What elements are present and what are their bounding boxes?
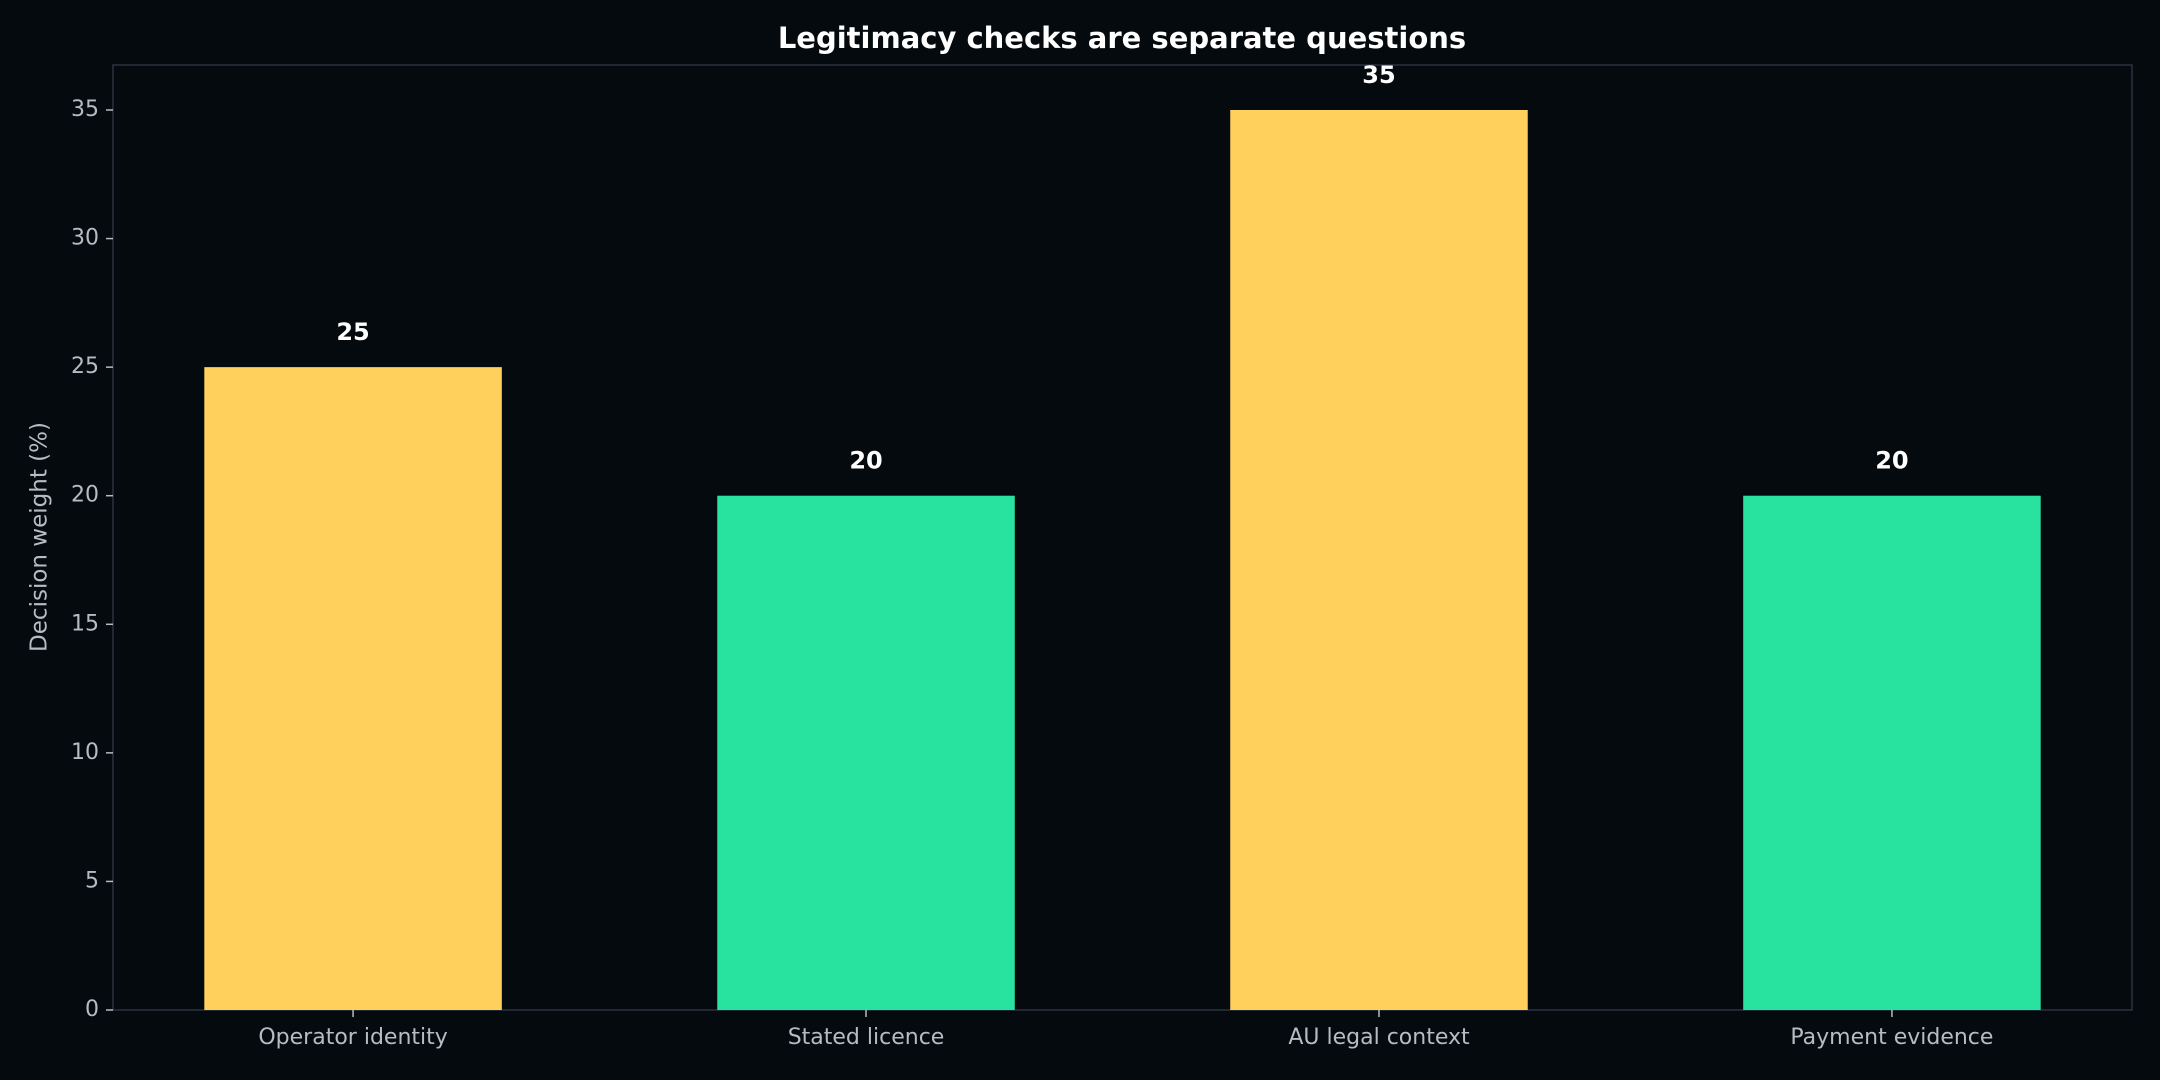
y-tick-label: 35 — [71, 97, 99, 122]
chart-title: Legitimacy checks are separate questions — [778, 21, 1466, 55]
x-tick-label: Payment evidence — [1790, 1025, 1993, 1050]
y-tick-label: 25 — [71, 354, 99, 379]
bar — [1743, 495, 2041, 1010]
x-tick-label: Operator identity — [258, 1025, 447, 1050]
y-tick-label: 30 — [71, 226, 99, 251]
bar — [1230, 110, 1528, 1010]
y-tick-label: 15 — [71, 611, 99, 636]
plot-frame — [112, 64, 2133, 1011]
value-label: 25 — [336, 318, 369, 346]
value-label: 20 — [1875, 447, 1908, 475]
y-axis-label: Decision weight (%) — [27, 422, 53, 652]
y-tick-label: 10 — [71, 740, 99, 765]
y-tick-label: 20 — [71, 483, 99, 508]
value-label: 20 — [849, 447, 882, 475]
x-tick-label: Stated licence — [788, 1025, 945, 1050]
x-tick-label: AU legal context — [1288, 1025, 1470, 1050]
y-tick-label: 0 — [85, 997, 99, 1022]
value-label: 35 — [1362, 61, 1395, 89]
bar — [204, 367, 502, 1011]
bar — [717, 495, 1015, 1010]
y-tick-label: 5 — [85, 868, 99, 893]
